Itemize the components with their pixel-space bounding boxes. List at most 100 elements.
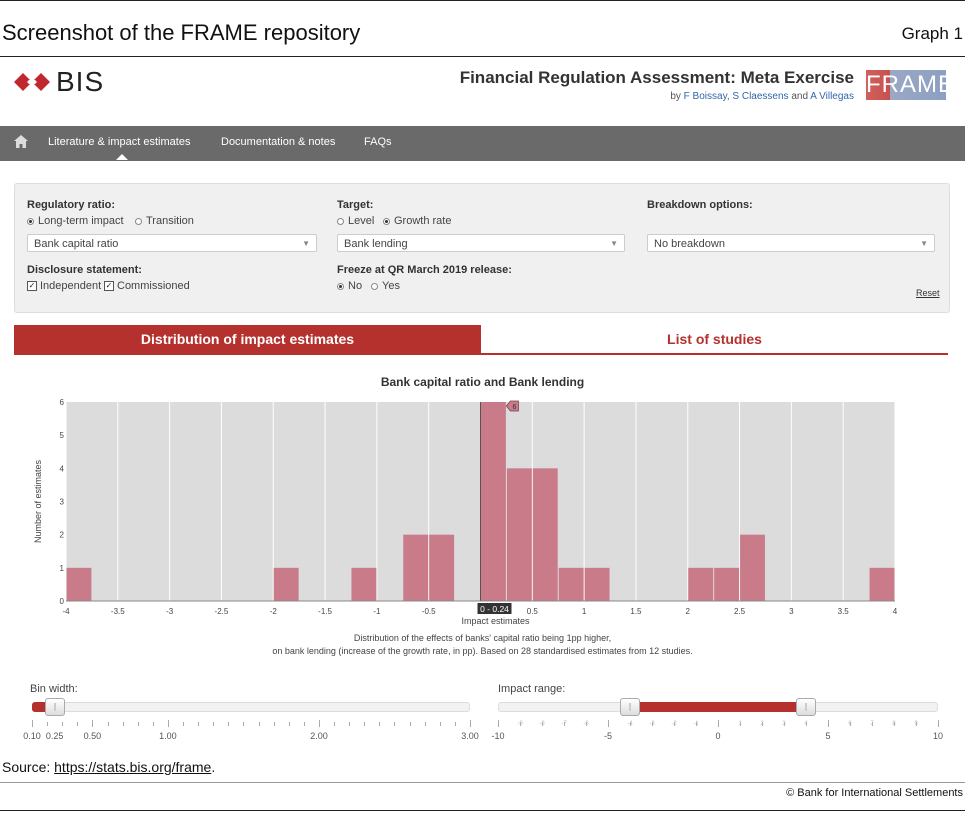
copyright: © Bank for International Settlements [786, 787, 963, 799]
histogram-bar[interactable] [558, 567, 584, 601]
radio-long-term[interactable]: Long-term impact [27, 215, 124, 227]
home-icon[interactable] [14, 135, 28, 148]
range-slider-minor-label: -8 [539, 721, 545, 727]
bin-slider-tick [379, 722, 381, 726]
bin-slider-tick [77, 722, 79, 726]
chart-title: Bank capital ratio and Bank lending [380, 375, 585, 389]
bin-slider-tick [409, 722, 411, 726]
bottom-rule [0, 810, 965, 811]
source-suffix: . [211, 759, 216, 775]
checkbox-commissioned[interactable]: ✓ Commissioned [104, 280, 190, 292]
source-link[interactable]: https://stats.bis.org/frame [54, 759, 212, 775]
range-slider-minor-label: -3 [649, 721, 655, 727]
bin-slider-tick [198, 722, 200, 726]
author-separator-1: , [726, 91, 733, 102]
bin-slider-tick [152, 722, 154, 726]
frame-title: Screenshot of the FRAME repository [2, 20, 361, 45]
bin-slider-handle[interactable] [44, 698, 65, 716]
range-slider-tick [564, 722, 565, 726]
hover-bin-label: 0 - 0.24 [480, 604, 509, 614]
filter-panel: Regulatory ratio: Long-term impact Trans… [14, 183, 950, 313]
author-link-boissay[interactable]: F Boissay [683, 91, 727, 102]
bin-slider-track[interactable] [32, 702, 470, 712]
impact-range-slider[interactable]: -9 -8 -7 -6 -4 -3 -2 -1 1 2 3 4 6 7 8 9 -10 -5 0 5 10 [482, 698, 965, 748]
author-link-claessens[interactable]: S Claessens [732, 91, 789, 102]
bin-slider-tick-label: 1.00 [159, 731, 177, 741]
nav-faqs[interactable]: FAQs [364, 136, 392, 148]
y-tick-label: 2 [60, 531, 65, 540]
histogram-bar[interactable] [688, 567, 714, 601]
range-slider-tick [894, 722, 895, 726]
bis-logo[interactable]: BIS [14, 66, 104, 98]
check-icon: ✓ [104, 281, 114, 291]
range-slider-minor-label: 6 [848, 721, 852, 727]
x-axis-title: Impact estimates [461, 616, 530, 626]
radio-freeze-no-label: No [348, 280, 363, 292]
x-tick-label: 4 [893, 607, 898, 616]
range-slider-tick [608, 720, 609, 727]
range-slider-tick [652, 722, 653, 726]
radio-growth-rate-dot [383, 217, 390, 225]
histogram-chart: -4 -3.5 -3 -2.5 -2 -1.5 -1 -0.5 0 0.5 1 1.5 2 2.5 3 3.5… [33, 398, 898, 626]
radio-transition-dot [135, 217, 142, 225]
range-slider-tick [828, 720, 829, 727]
target-select[interactable]: Bank lending ▼ [337, 234, 625, 252]
nav-literature[interactable]: Literature & impact estimates [48, 136, 191, 148]
histogram-bar[interactable] [403, 534, 429, 601]
breakdown-select[interactable]: No breakdown ▼ [647, 234, 935, 252]
histogram-bar[interactable] [429, 534, 455, 601]
radio-freeze-yes[interactable]: Yes [371, 280, 400, 292]
regulatory-ratio-select[interactable]: Bank capital ratio ▼ [27, 234, 317, 252]
bin-slider-tick [122, 722, 124, 726]
histogram-bar[interactable] [869, 567, 895, 601]
range-slider-tick [718, 720, 719, 727]
bin-width-slider[interactable]: 0.10 0.25 0.50 1.00 2.00 3.00 [0, 698, 482, 748]
x-tick-label: -3.5 [111, 607, 125, 616]
histogram-bar[interactable] [66, 567, 92, 601]
checkbox-independent-label: Independent [40, 280, 102, 292]
bin-slider-tick-label: 2.00 [310, 731, 328, 741]
tab-list-of-studies[interactable]: List of studies [667, 331, 762, 347]
target-value: Bank lending [344, 238, 408, 250]
radio-growth-rate[interactable]: Growth rate [383, 215, 451, 227]
target-label: Target: [337, 199, 374, 211]
histogram-bar[interactable] [481, 402, 506, 601]
checkbox-independent[interactable]: ✓ Independent [27, 280, 101, 292]
bin-slider-tick [243, 722, 245, 726]
radio-transition-label: Transition [146, 215, 194, 227]
histogram-bar[interactable] [584, 567, 610, 601]
range-slider-minor-label: 2 [760, 721, 764, 727]
bin-slider-tick [213, 722, 215, 726]
radio-transition[interactable]: Transition [135, 215, 194, 227]
bin-slider-tick [470, 720, 471, 727]
radio-freeze-no[interactable]: No [337, 280, 362, 292]
y-axis-title: Number of estimates [33, 459, 43, 543]
radio-level[interactable]: Level [337, 215, 374, 227]
nav-documentation[interactable]: Documentation & notes [221, 136, 336, 148]
histogram-bar[interactable] [532, 468, 558, 601]
histogram-bar[interactable] [351, 567, 377, 601]
bin-slider-tick [183, 722, 185, 726]
hover-value-tag [505, 400, 519, 412]
navbar: Literature & impact estimates Documentat… [0, 126, 965, 161]
histogram-bar[interactable] [740, 534, 765, 601]
author-separator-2: and [788, 91, 811, 102]
tab-distribution[interactable]: Distribution of impact estimates [14, 325, 481, 353]
reset-link[interactable]: Reset [916, 288, 940, 298]
range-slider-minor-label: -4 [627, 721, 633, 727]
chart-caption-line-2: on bank lending (increase of the growth … [272, 646, 693, 656]
range-slider-tick [872, 722, 873, 726]
x-tick-label: -0.5 [422, 607, 436, 616]
tab-underline [14, 353, 948, 355]
histogram-bar[interactable] [273, 567, 299, 601]
y-tick-label: 3 [60, 498, 65, 507]
app-title-block: Financial Regulation Assessment: Meta Ex… [440, 68, 854, 102]
range-slider-handle-to[interactable] [796, 698, 816, 716]
histogram-bar[interactable] [506, 468, 532, 601]
x-tick-label: -2.5 [215, 607, 229, 616]
range-slider-handle-from[interactable] [620, 698, 640, 716]
histogram-bar[interactable] [714, 567, 740, 601]
range-slider-minor-label: -2 [671, 721, 677, 727]
author-link-villegas[interactable]: A Villegas [810, 91, 854, 102]
x-tick-label: 0.5 [527, 607, 539, 616]
